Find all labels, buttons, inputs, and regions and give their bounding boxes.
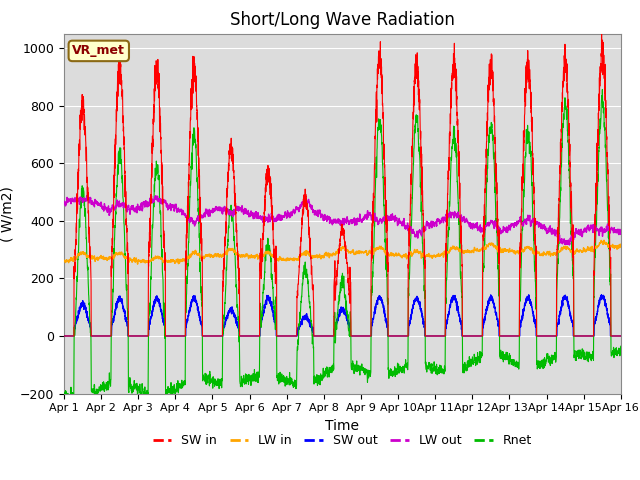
Y-axis label: ( W/m2): ( W/m2) <box>1 186 14 241</box>
Text: VR_met: VR_met <box>72 44 125 58</box>
X-axis label: Time: Time <box>325 419 360 433</box>
Title: Short/Long Wave Radiation: Short/Long Wave Radiation <box>230 11 455 29</box>
Legend: SW in, LW in, SW out, LW out, Rnet: SW in, LW in, SW out, LW out, Rnet <box>148 429 537 452</box>
